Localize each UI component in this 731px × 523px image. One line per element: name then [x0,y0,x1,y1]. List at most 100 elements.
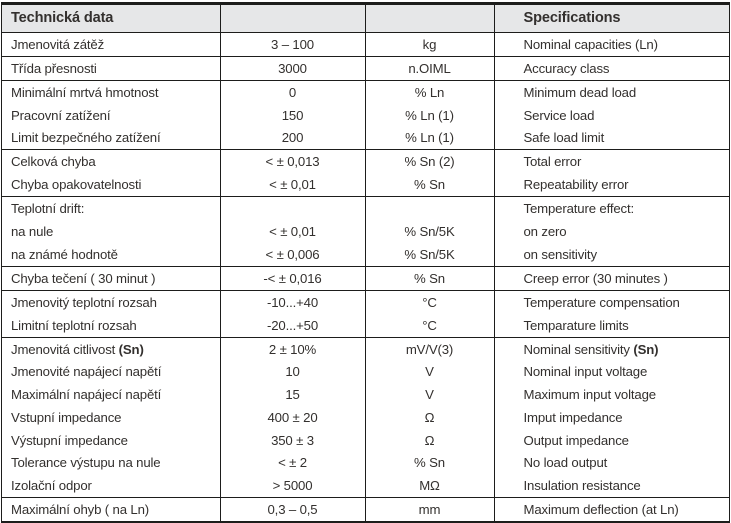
cell-english-label: Output impedance [493,428,729,452]
table-row: Pracovní zatížení 150% Ln (1) Service load [2,103,729,127]
header-unit-column [364,5,494,33]
cell-unit: °C [364,290,494,314]
cell-english-label: Nominal input voltage [493,360,729,384]
cell-english-label: on sensitivity [493,242,729,267]
cell-value: < ± 0,01 [219,173,365,198]
cell-czech-label: Jmenovitá citlivost (Sn) [11,341,144,357]
cell-value: < ± 0,006 [219,242,365,267]
cell-unit: % Sn/5K [364,220,494,243]
table-row: Teplotní drift: Temperature effect: [2,196,729,221]
cell-english-label: Insulation resistance [493,474,729,498]
table-row: Celková chyba < ± 0,013% Sn (2) Total erro… [2,149,729,174]
cell-czech-label: Izolační odpor [2,474,220,498]
cell-unit: kg [364,32,494,57]
cell-value: 0,3 – 0,5 [219,497,365,521]
cell-czech-label: Maximální napájecí napětí [11,387,162,403]
cell-czech-label: Třída přesnosti [2,56,220,81]
header-english-title: Specifications [493,5,729,33]
table-row: Třída přesnosti 3000 n.OIML Accuracy class [2,56,729,81]
spec-table: Technická data Specifications Jmenovitá … [2,5,729,521]
cell-english-label: Repeatability error [493,173,729,198]
cell-value: < ± 0,013 [219,149,365,174]
table-row: Chyba opakovatelnosti < ± 0,01% Sn Repeata… [2,173,729,198]
cell-unit: V [364,383,494,406]
table-row: Výstupní impedance 350 ± 3 Ω Output impedan… [2,428,729,452]
cell-unit: MΩ [364,474,494,498]
cell-unit: % Sn [364,451,494,475]
bold-sn-label: (Sn) [118,341,144,357]
cell-english-label: Minimum dead load [493,80,729,104]
cell-czech-label: Teplotní drift: [11,201,85,217]
table-row: Jmenovitá zátěž 3 – 100 kg Nominal capaciti… [2,32,729,57]
table-row: Jmenovité napájecí napětí 10 V Nominal inpu… [2,360,729,384]
cell-unit: Ω [364,406,494,429]
cell-unit: % Ln (1) [364,126,494,151]
cell-czech-label: Pracovní zatížení [11,107,111,123]
cell-english-label: No load output [493,451,729,475]
table-row: Minimální mrtvá hmotnost 0% Ln Minimum dea… [2,80,729,104]
cell-value: 15 [219,383,365,406]
table-row: Limitní teplotní rozsah -20...+50 °C Tempar… [2,313,729,338]
header-czech-title: Technická data [2,5,220,33]
cell-unit: mV/V(3) [364,337,494,361]
cell-english-label: Maximum input voltage [493,383,729,406]
cell-czech-label: Celková chyba [11,154,96,170]
cell-czech-label: Chyba opakovatelnosti [2,173,220,198]
cell-english-label: on zero [493,220,729,243]
cell-value: 400 ± 20 [219,406,365,429]
table-row: Limit bezpečného zatížení 200% Ln (1) Safe… [2,126,729,151]
table-row: Jmenovitý teplotní rozsah -10...+40 °C Temp… [2,290,729,314]
cell-unit: % Sn (2) [364,149,494,174]
cell-english-label: Creep error (30 minutes ) [493,266,729,291]
cell-english-label: Temparature limits [493,313,729,338]
cell-value: 2 ± 10% [219,337,365,361]
table-row: Chyba tečení ( 30 minut ) -< ± 0,016% Sn C… [2,266,729,291]
cell-english-label: Total error [493,149,729,174]
cell-value: -< ± 0,016 [219,266,365,291]
table-row: na známé hodnotě < ± 0,006% Sn/5K on sensi… [2,242,729,267]
cell-english-label: Nominal sensitivity (Sn) [493,337,729,361]
table-row: Vstupní impedance 400 ± 20 Ω Imput impedanc… [2,406,729,429]
cell-unit: % Sn [364,173,494,198]
cell-english-label: Nominal capacities (Ln) [493,32,729,57]
cell-czech-label: Výstupní impedance [11,432,128,448]
cell-value [219,196,365,221]
spec-table-header: Technická data Specifications [2,5,729,33]
table-row: Tolerance výstupu na nule < ± 2% Sn No loa… [2,451,729,475]
cell-english-label: Accuracy class [493,56,729,81]
cell-value: > 5000 [219,474,365,498]
cell-english-label: Imput impedance [493,406,729,429]
cell-czech-label: Limitní teplotní rozsah [2,313,220,338]
cell-czech-label: Minimální mrtvá hmotnost [11,84,159,100]
cell-value: 10 [219,360,365,384]
table-row: Jmenovitá citlivost (Sn) 2 ± 10% mV/V(3) No… [2,337,729,361]
cell-czech-label: Tolerance výstupu na nule [11,455,161,471]
cell-unit: mm [364,497,494,521]
cell-czech-label: Limit bezpečného zatížení [2,126,220,151]
cell-value: 3 – 100 [219,32,365,57]
cell-unit: V [364,360,494,384]
header-value-column [219,5,365,33]
table-row: Izolační odpor > 5000 MΩ Insulation resista… [2,474,729,498]
cell-english-label: Maximum deflection (at Ln) [493,497,729,521]
cell-english-label: Safe load limit [493,126,729,151]
cell-value: -10...+40 [219,290,365,314]
cell-value: 3000 [219,56,365,81]
spec-table-body: Jmenovitá zátěž 3 – 100 kg Nominal capaciti… [2,32,729,521]
table-row: Maximální napájecí napětí 15 V Maximum inpu… [2,383,729,406]
header-row: Technická data Specifications [2,5,729,33]
cell-value: 200 [219,126,365,151]
cell-value: 150 [219,103,365,127]
cell-czech-label: Vstupní impedance [11,409,122,425]
cell-unit: % Ln [364,80,494,104]
cell-value: -20...+50 [219,313,365,338]
cell-unit: n.OIML [364,56,494,81]
cell-unit: % Sn [364,266,494,291]
table-row: Maximální ohyb ( na Ln) 0,3 – 0,5 mm Maximu… [2,497,729,521]
bold-sn-label: (Sn) [633,341,659,357]
cell-english-label: Temperature effect: [493,196,729,221]
cell-english-label: Service load [493,103,729,127]
table-row: na nule < ± 0,01% Sn/5K on zero [2,220,729,243]
cell-unit: °C [364,313,494,338]
